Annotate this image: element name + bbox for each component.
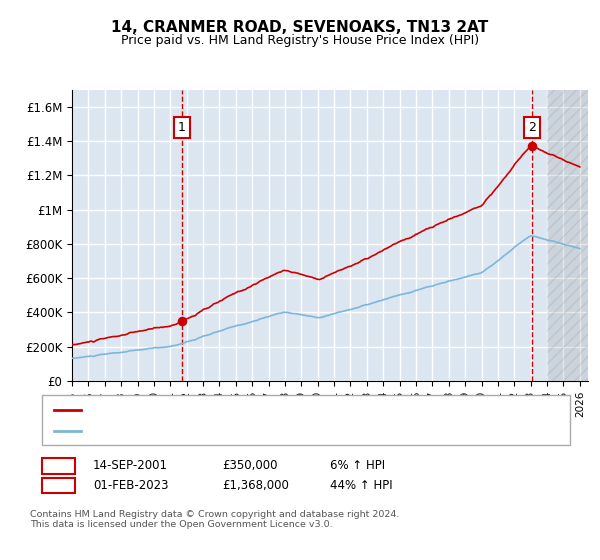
Text: 1: 1 bbox=[55, 459, 62, 473]
Text: 2: 2 bbox=[55, 479, 62, 492]
Text: 2: 2 bbox=[528, 121, 536, 134]
Text: Contains HM Land Registry data © Crown copyright and database right 2024.
This d: Contains HM Land Registry data © Crown c… bbox=[30, 510, 400, 529]
Text: 1: 1 bbox=[178, 121, 186, 134]
Text: £350,000: £350,000 bbox=[222, 459, 277, 473]
Text: 01-FEB-2023: 01-FEB-2023 bbox=[93, 479, 169, 492]
Bar bbox=[547, 90, 588, 381]
Text: 14-SEP-2001: 14-SEP-2001 bbox=[93, 459, 168, 473]
Text: £1,368,000: £1,368,000 bbox=[222, 479, 289, 492]
Text: 14, CRANMER ROAD, SEVENOAKS, TN13 2AT (detached house): 14, CRANMER ROAD, SEVENOAKS, TN13 2AT (d… bbox=[87, 405, 430, 415]
Text: 14, CRANMER ROAD, SEVENOAKS, TN13 2AT: 14, CRANMER ROAD, SEVENOAKS, TN13 2AT bbox=[112, 20, 488, 35]
Text: Price paid vs. HM Land Registry's House Price Index (HPI): Price paid vs. HM Land Registry's House … bbox=[121, 34, 479, 46]
Text: 6% ↑ HPI: 6% ↑ HPI bbox=[330, 459, 385, 473]
Text: HPI: Average price, detached house, Sevenoaks: HPI: Average price, detached house, Seve… bbox=[87, 426, 349, 436]
Point bbox=[527, 142, 537, 151]
Point bbox=[177, 316, 187, 325]
Text: 44% ↑ HPI: 44% ↑ HPI bbox=[330, 479, 392, 492]
